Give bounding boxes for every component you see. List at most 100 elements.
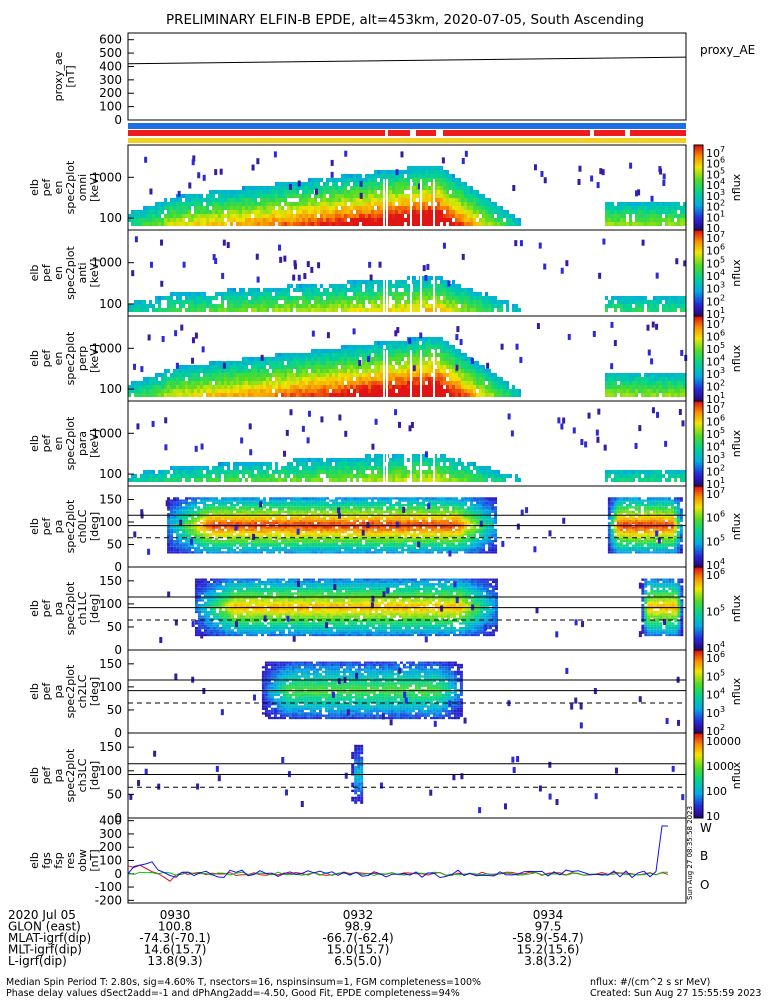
heatmap-cell — [455, 474, 458, 478]
heatmap-cell — [476, 381, 479, 385]
heatmap-cell — [209, 377, 212, 381]
heatmap-cell — [167, 547, 170, 549]
heatmap-cell — [341, 222, 344, 226]
heatmap-cell — [506, 308, 509, 312]
heatmap-cell — [449, 345, 452, 349]
heatmap-cell — [446, 349, 449, 353]
heatmap-cell — [389, 186, 392, 190]
heatmap-cell — [350, 470, 353, 474]
heatmap-cell — [455, 296, 458, 300]
heatmap-cell — [152, 389, 155, 393]
heatmap-cell — [221, 529, 224, 531]
heatmap-cell — [296, 357, 299, 361]
heatmap-cell — [449, 304, 452, 308]
heatmap-cell — [206, 377, 209, 381]
heatmap-cell — [395, 292, 398, 296]
heatmap-cell — [191, 365, 194, 369]
heatmap-cell — [422, 222, 425, 226]
heatmap-cell — [323, 308, 326, 312]
heatmap-cell — [272, 198, 275, 202]
heatmap-cell — [203, 522, 206, 524]
heatmap-cell — [356, 474, 359, 478]
heatmap-cell — [677, 304, 680, 308]
heatmap-cell — [341, 300, 344, 304]
heatmap-cell — [392, 210, 395, 214]
heatmap-cell — [497, 478, 500, 482]
heatmap-cell — [485, 296, 488, 300]
heatmap-cell — [356, 194, 359, 198]
heatmap-cell — [452, 345, 455, 349]
heatmap-cell — [641, 308, 644, 312]
heatmap-cell — [218, 365, 221, 369]
heatmap-cell — [344, 300, 347, 304]
heatmap-cell — [338, 198, 341, 202]
heatmap-cell — [260, 300, 263, 304]
heatmap-cell — [659, 478, 662, 482]
heatmap-cell — [200, 198, 203, 202]
heatmap-cell — [194, 518, 197, 520]
heatmap-cell — [680, 218, 683, 222]
heatmap-cell — [212, 194, 215, 198]
heatmap-cell — [365, 393, 368, 397]
heatmap-cell — [197, 300, 200, 304]
heatmap-cell — [473, 214, 476, 218]
heatmap-cell — [179, 377, 182, 381]
heatmap-cell — [428, 190, 431, 194]
heatmap-cell — [380, 470, 383, 474]
heatmap-cell — [317, 292, 320, 296]
heatmap-cell — [371, 186, 374, 190]
heatmap-cell — [467, 373, 470, 377]
heatmap-cell — [446, 373, 449, 377]
heatmap-cell — [239, 292, 242, 296]
heatmap-cell — [269, 206, 272, 210]
heatmap-cell — [170, 206, 173, 210]
heatmap-cell — [659, 210, 662, 214]
heatmap-speck — [136, 423, 139, 429]
heatmap-cell — [665, 393, 668, 397]
heatmap-speck — [221, 273, 224, 279]
heatmap-cell — [176, 549, 179, 551]
heatmap-cell — [377, 284, 380, 288]
heatmap-cell — [308, 458, 311, 462]
heatmap-cell — [311, 389, 314, 393]
heatmap-cell — [611, 470, 614, 474]
heatmap-cell — [143, 304, 146, 308]
heatmap-cell — [260, 214, 263, 218]
heatmap-cell — [389, 210, 392, 214]
heatmap-cell — [671, 389, 674, 393]
heatmap-cell — [440, 190, 443, 194]
heatmap-cell — [311, 458, 314, 462]
heatmap-cell — [455, 214, 458, 218]
heatmap-cell — [176, 527, 179, 529]
heatmap-cell — [224, 190, 227, 194]
heatmap-cell — [230, 369, 233, 373]
heatmap-speck — [679, 409, 682, 415]
heatmap-cell — [176, 474, 179, 478]
heatmap-cell — [614, 206, 617, 210]
heatmap-cell — [617, 373, 620, 377]
heatmap-cell — [428, 296, 431, 300]
heatmap-cell — [338, 202, 341, 206]
heatmap-cell — [437, 214, 440, 218]
heatmap-cell — [368, 365, 371, 369]
heatmap-cell — [224, 292, 227, 296]
heatmap-cell — [422, 182, 425, 186]
data-gap-2 — [410, 435, 412, 484]
heatmap-cell — [425, 296, 428, 300]
heatmap-cell — [131, 304, 134, 308]
heatmap-cell — [227, 190, 230, 194]
heatmap-cell — [434, 345, 437, 349]
heatmap-cell — [605, 206, 608, 210]
heatmap-cell — [266, 357, 269, 361]
heatmap-cell — [335, 296, 338, 300]
heatmap-cell — [389, 292, 392, 296]
heatmap-cell — [362, 474, 365, 478]
heatmap-cell — [308, 357, 311, 361]
heatmap-cell — [329, 222, 332, 226]
heatmap-cell — [227, 365, 230, 369]
heatmap-cell — [461, 202, 464, 206]
heatmap-cell — [479, 218, 482, 222]
heatmap-cell — [362, 280, 365, 284]
heatmap-cell — [176, 377, 179, 381]
heatmap-cell — [374, 466, 377, 470]
